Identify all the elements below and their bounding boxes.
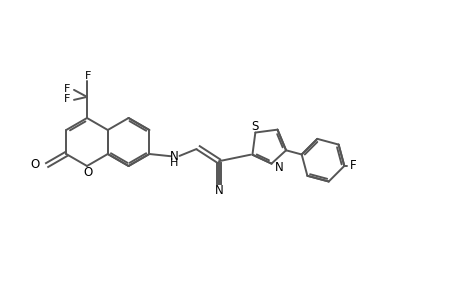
Text: S: S — [251, 120, 258, 133]
Text: F: F — [350, 159, 356, 172]
Text: F: F — [63, 94, 70, 104]
Text: N: N — [214, 184, 223, 196]
Text: F: F — [84, 71, 91, 81]
Text: N: N — [274, 161, 283, 174]
Text: H: H — [170, 158, 179, 168]
Text: F: F — [63, 84, 70, 94]
Text: O: O — [31, 158, 40, 170]
Text: O: O — [83, 167, 92, 179]
Text: N: N — [170, 150, 179, 163]
